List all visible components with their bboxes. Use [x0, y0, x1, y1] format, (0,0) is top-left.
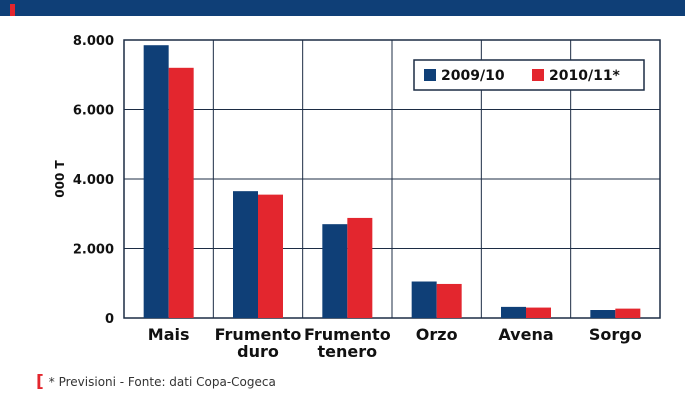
y-axis-label: 000 T: [53, 159, 67, 197]
footnote: [ * Previsioni - Fonte: dati Copa-Cogeca: [36, 372, 276, 392]
x-category-label: Orzo: [416, 325, 458, 344]
x-category-label: Sorgo: [589, 325, 642, 344]
legend-swatch: [532, 69, 544, 81]
y-tick-label: 4.000: [73, 173, 114, 188]
legend: 2009/10 2010/11*: [414, 60, 644, 90]
bar-200910-4: [501, 307, 526, 318]
bar-201011-4: [526, 308, 551, 318]
bar-200910-1: [233, 191, 258, 318]
bar-200910-2: [322, 224, 347, 318]
x-category-label: tenero: [318, 342, 378, 361]
bar-200910-3: [412, 282, 437, 318]
bar-201011-1: [258, 195, 283, 318]
legend-label: 2010/11*: [549, 68, 621, 84]
bar-201011-3: [437, 284, 462, 318]
legend-swatch: [424, 69, 436, 81]
footnote-bracket: [: [36, 374, 44, 391]
bar-201011-0: [169, 68, 194, 318]
x-category-label: duro: [237, 342, 279, 361]
y-tick-label: 6.000: [73, 104, 114, 119]
legend-label: 2009/10: [441, 68, 505, 84]
x-category-label: Avena: [498, 325, 553, 344]
bar-201011-5: [615, 309, 640, 318]
y-tick-label: 2.000: [73, 243, 114, 258]
x-category-label: Mais: [148, 325, 190, 344]
y-tick-label: 8.000: [73, 34, 114, 49]
bar-200910-0: [144, 45, 169, 318]
y-tick-label: 0: [105, 312, 114, 327]
footnote-text: * Previsioni - Fonte: dati Copa-Cogeca: [49, 375, 276, 389]
bar-200910-5: [590, 310, 615, 318]
bar-201011-2: [347, 218, 372, 318]
